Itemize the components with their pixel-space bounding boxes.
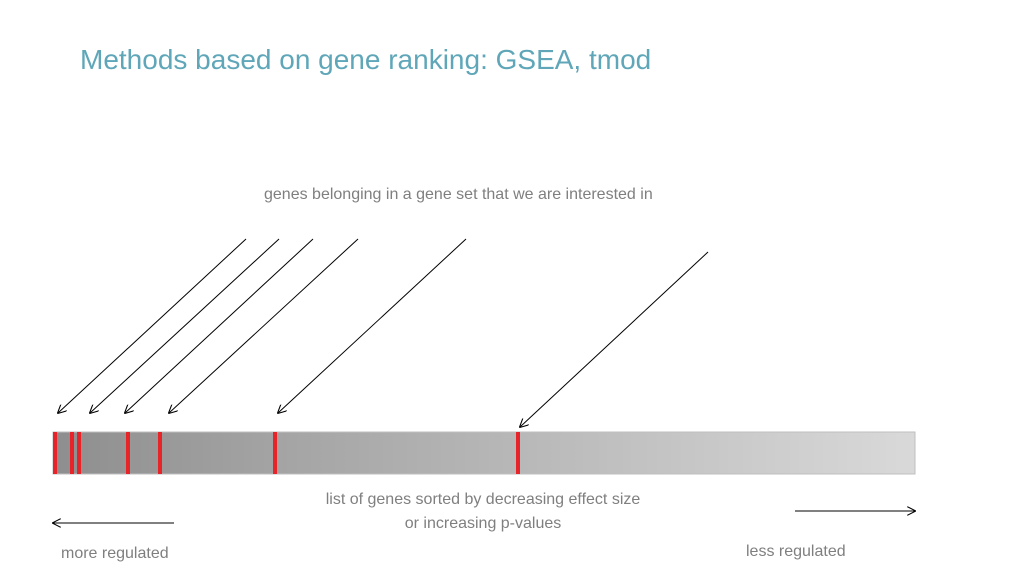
caption-line-1: list of genes sorted by decreasing effec…	[325, 491, 641, 508]
gene-set-marker	[70, 432, 74, 474]
gene-set-marker	[158, 432, 162, 474]
pointer-arrow	[520, 251, 709, 427]
gene-set-marker	[77, 432, 81, 474]
gene-set-marker	[126, 432, 130, 474]
gene-set-marker	[53, 432, 57, 474]
slide-title: Methods based on gene ranking: GSEA, tmo…	[80, 44, 652, 75]
gene-set-marker	[273, 432, 277, 474]
caption-line-2: or increasing p-values	[404, 515, 562, 532]
pointer-arrow	[90, 238, 280, 413]
gene-set-marker	[516, 432, 520, 474]
less-regulated-label: less regulated	[746, 543, 846, 560]
pointer-arrow	[58, 238, 247, 413]
pointer-arrow	[278, 238, 467, 413]
pointer-arrow	[125, 238, 314, 413]
gene-list-caption: list of genes sorted by decreasing effec…	[300, 488, 666, 536]
ranked-gene-list-bar	[52, 431, 916, 475]
more-regulated-label: more regulated	[61, 545, 169, 562]
gene-set-annotation: genes belonging in a gene set that we ar…	[264, 186, 653, 203]
pointer-arrow	[169, 238, 359, 413]
